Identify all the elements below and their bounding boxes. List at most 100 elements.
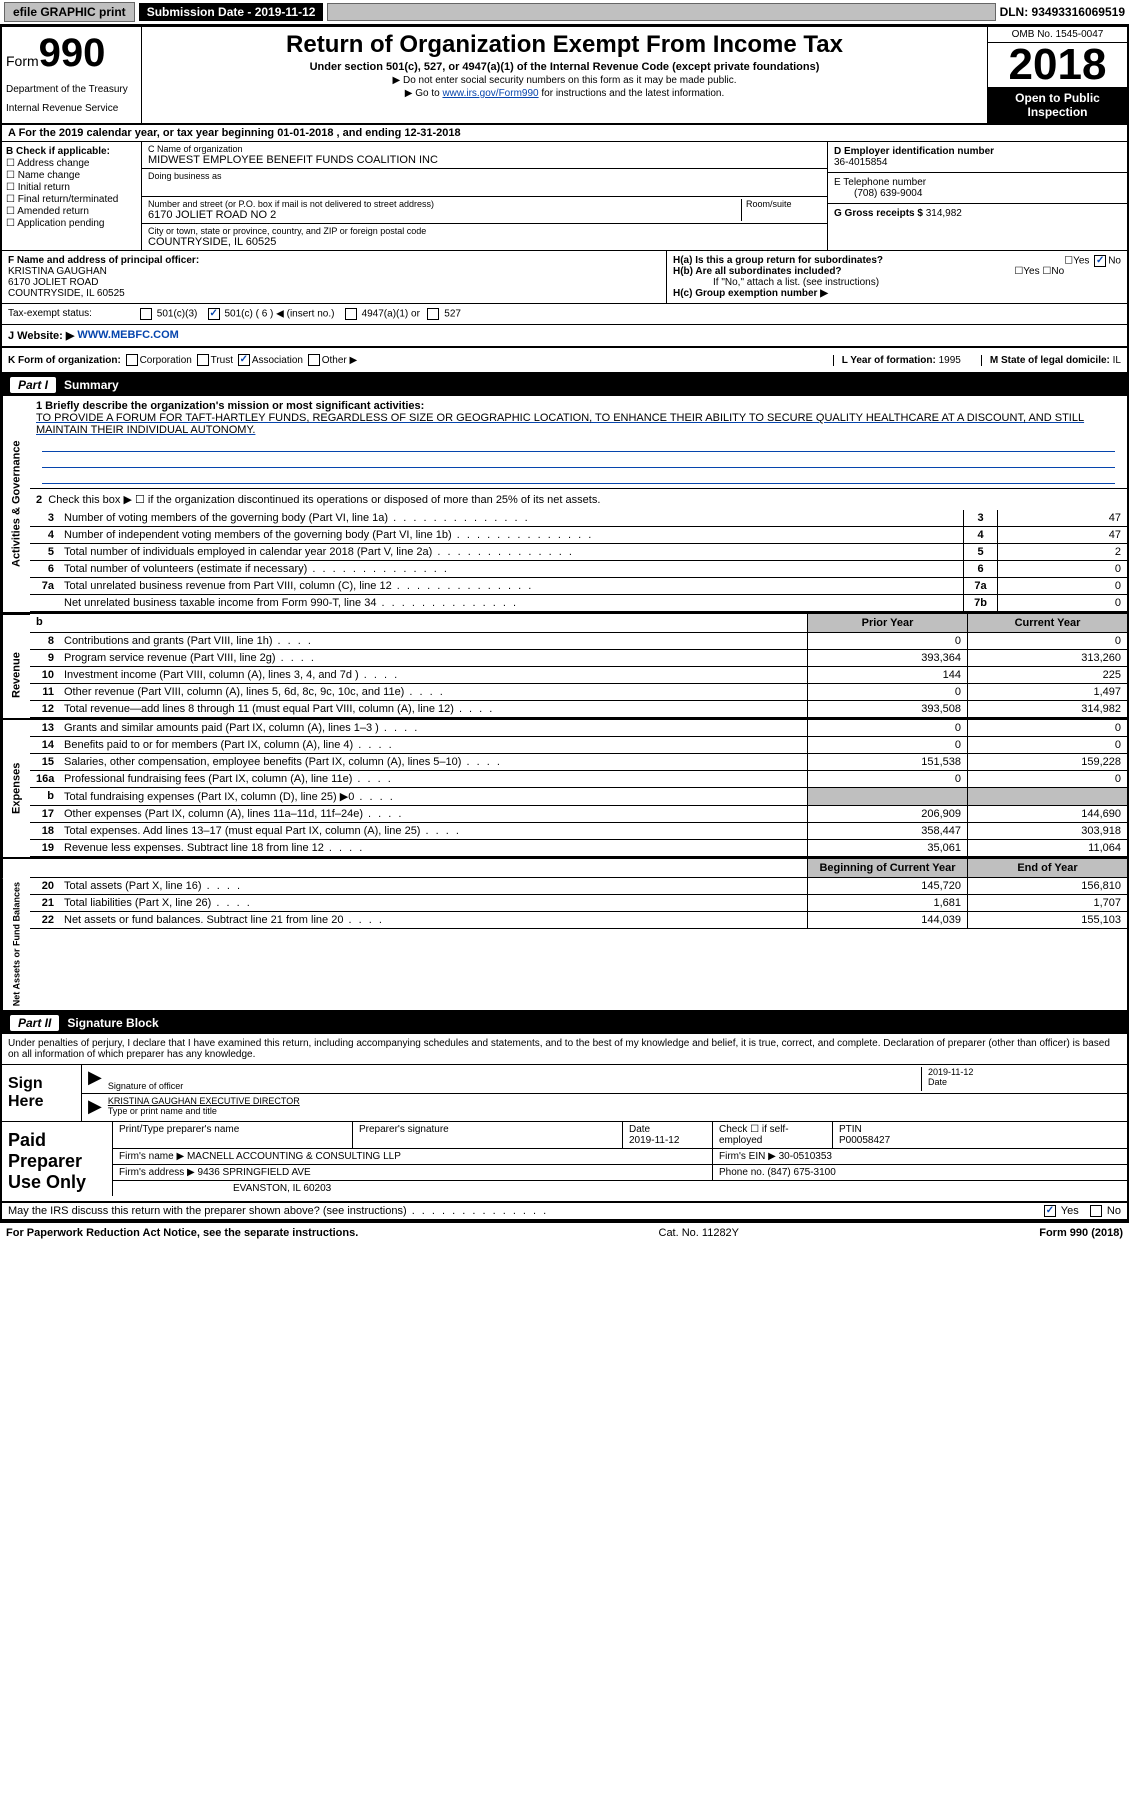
line-8: 8Contributions and grants (Part VIII, li… (30, 633, 1127, 650)
end-year-header: End of Year (967, 859, 1127, 877)
chk-501c3[interactable] (140, 308, 152, 320)
line-b: bTotal fundraising expenses (Part IX, co… (30, 788, 1127, 806)
room-label: Room/suite (746, 199, 821, 209)
firm-addr1: 9436 SPRINGFIELD AVE (198, 1167, 311, 1178)
line-9: 9Program service revenue (Part VIII, lin… (30, 650, 1127, 667)
form-id-footer: Form 990 (2018) (1039, 1227, 1123, 1239)
begin-year-header: Beginning of Current Year (807, 859, 967, 877)
form-number: 990 (39, 31, 106, 75)
state-domicile: IL (1113, 355, 1121, 366)
gov-line-5: 5Total number of individuals employed in… (30, 544, 1127, 561)
chk-association[interactable] (238, 354, 250, 366)
section-de: D Employer identification number 36-4015… (827, 142, 1127, 250)
line-17: 17Other expenses (Part IX, column (A), l… (30, 806, 1127, 823)
paid-preparer-block: Paid Preparer Use Only Print/Type prepar… (2, 1122, 1127, 1203)
netassets-section: Net Assets or Fund Balances 20Total asse… (2, 878, 1127, 1012)
line-18: 18Total expenses. Add lines 13–17 (must … (30, 823, 1127, 840)
ha-no-checkbox[interactable] (1094, 255, 1106, 267)
current-year-header: Current Year (967, 614, 1127, 632)
firm-phone: (847) 675-3100 (767, 1167, 835, 1178)
revenue-section: Revenue 8Contributions and grants (Part … (2, 633, 1127, 720)
chk-address-change[interactable]: ☐ Address change (6, 158, 137, 169)
officer-street: 6170 JOLIET ROAD (8, 277, 98, 288)
prep-date: 2019-11-12 (629, 1135, 679, 1146)
line-20: 20Total assets (Part X, line 16)145,7201… (30, 878, 1127, 895)
vtab-activities: Activities & Governance (2, 396, 30, 612)
vtab-netassets: Net Assets or Fund Balances (2, 878, 30, 1010)
dba-label: Doing business as (148, 171, 821, 181)
form-year-box: OMB No. 1545-0047 2018 Open to Public In… (987, 27, 1127, 123)
street-address: 6170 JOLIET ROAD NO 2 (148, 209, 741, 221)
efile-print-button[interactable]: efile GRAPHIC print (4, 2, 135, 22)
discuss-yes-checkbox[interactable] (1044, 1205, 1056, 1217)
b-spacer-row: b Prior Year Current Year (2, 614, 1127, 633)
ssn-note: ▶ Do not enter social security numbers o… (146, 75, 983, 86)
form-header: Form990 Department of the Treasury Inter… (2, 27, 1127, 125)
status-label: Tax-exempt status: (8, 308, 138, 320)
arrow-icon: ▶ (88, 1067, 102, 1091)
firm-ein: 30-0510353 (779, 1151, 832, 1162)
efile-topbar: efile GRAPHIC print Submission Date - 20… (0, 0, 1129, 25)
expenses-section: Expenses 13Grants and similar amounts pa… (2, 720, 1127, 859)
identity-section: B Check if applicable: ☐ Address change … (2, 142, 1127, 251)
gov-line-3: 3Number of voting members of the governi… (30, 510, 1127, 527)
line-19: 19Revenue less expenses. Subtract line 1… (30, 840, 1127, 857)
arrow-icon: ▶ (88, 1096, 102, 1117)
chk-amended-return[interactable]: ☐ Amended return (6, 206, 137, 217)
irs-link[interactable]: www.irs.gov/Form990 (442, 88, 538, 99)
gov-line-6: 6Total number of volunteers (estimate if… (30, 561, 1127, 578)
ptin: P00058427 (839, 1135, 890, 1146)
dept-treasury: Department of the Treasury (6, 84, 137, 95)
city-label: City or town, state or province, country… (148, 226, 821, 236)
chk-527[interactable] (427, 308, 439, 320)
firm-addr2: EVANSTON, IL 60203 (112, 1181, 1127, 1196)
officer-name: KRISTINA GAUGHAN (8, 266, 107, 277)
discuss-no-checkbox[interactable] (1090, 1205, 1102, 1217)
open-public-badge: Open to Public Inspection (988, 87, 1127, 123)
section-b-checkboxes: B Check if applicable: ☐ Address change … (2, 142, 142, 250)
form-title-box: Return of Organization Exempt From Incom… (142, 27, 987, 123)
mission-text: TO PROVIDE A FORUM FOR TAFT-HARTLEY FUND… (36, 412, 1084, 436)
firm-name: MACNELL ACCOUNTING & CONSULTING LLP (187, 1151, 401, 1162)
chk-final-return[interactable]: ☐ Final return/terminated (6, 194, 137, 205)
sig-date: 2019-11-12 (928, 1067, 1115, 1077)
chk-name-change[interactable]: ☐ Name change (6, 170, 137, 181)
form-subtitle: Under section 501(c), 527, or 4947(a)(1)… (146, 61, 983, 73)
part2-header: Part II Signature Block (2, 1012, 1127, 1034)
chk-4947[interactable] (345, 308, 357, 320)
year-formation: 1995 (939, 355, 961, 366)
line-10: 10Investment income (Part VIII, column (… (30, 667, 1127, 684)
gov-line-7b: Net unrelated business taxable income fr… (30, 595, 1127, 612)
line-16a: 16aProfessional fundraising fees (Part I… (30, 771, 1127, 788)
gov-line-7a: 7aTotal unrelated business revenue from … (30, 578, 1127, 595)
website-link[interactable]: WWW.MEBFC.COM (77, 329, 178, 342)
line-22: 22Net assets or fund balances. Subtract … (30, 912, 1127, 929)
line-12: 12Total revenue—add lines 8 through 11 (… (30, 701, 1127, 718)
section-f: F Name and address of principal officer:… (2, 251, 667, 303)
chk-initial-return[interactable]: ☐ Initial return (6, 182, 137, 193)
tax-year: 2018 (988, 43, 1127, 87)
topbar-spacer (327, 3, 995, 21)
gross-value: 314,982 (926, 208, 962, 219)
activities-governance-section: Activities & Governance 1 Briefly descri… (2, 396, 1127, 614)
paperwork-notice: For Paperwork Reduction Act Notice, see … (6, 1227, 358, 1239)
part1-header: Part I Summary (2, 374, 1127, 396)
gross-label: G Gross receipts $ (834, 208, 923, 219)
form-990-container: Form990 Department of the Treasury Inter… (0, 25, 1129, 1223)
sign-here-block: Sign Here ▶ Signature of officer 2019-11… (2, 1065, 1127, 1122)
form-title: Return of Organization Exempt From Incom… (146, 31, 983, 59)
discuss-row: May the IRS discuss this return with the… (2, 1203, 1127, 1221)
section-c: C Name of organization MIDWEST EMPLOYEE … (142, 142, 827, 250)
irs-label: Internal Revenue Service (6, 103, 137, 114)
officer-name-title: KRISTINA GAUGHAN EXECUTIVE DIRECTOR (108, 1096, 1121, 1106)
officer-group-row: F Name and address of principal officer:… (2, 251, 1127, 304)
phone-value: (708) 639-9004 (854, 188, 922, 199)
chk-501c[interactable] (208, 308, 220, 320)
section-b-label: B Check if applicable: (6, 146, 110, 157)
officer-city: COUNTRYSIDE, IL 60525 (8, 288, 125, 299)
dln-number: DLN: 93493316069519 (1000, 5, 1125, 19)
sign-here-label: Sign Here (2, 1065, 82, 1121)
phone-label: E Telephone number (834, 177, 926, 188)
vtab-expenses: Expenses (2, 720, 30, 857)
chk-application-pending[interactable]: ☐ Application pending (6, 218, 137, 229)
